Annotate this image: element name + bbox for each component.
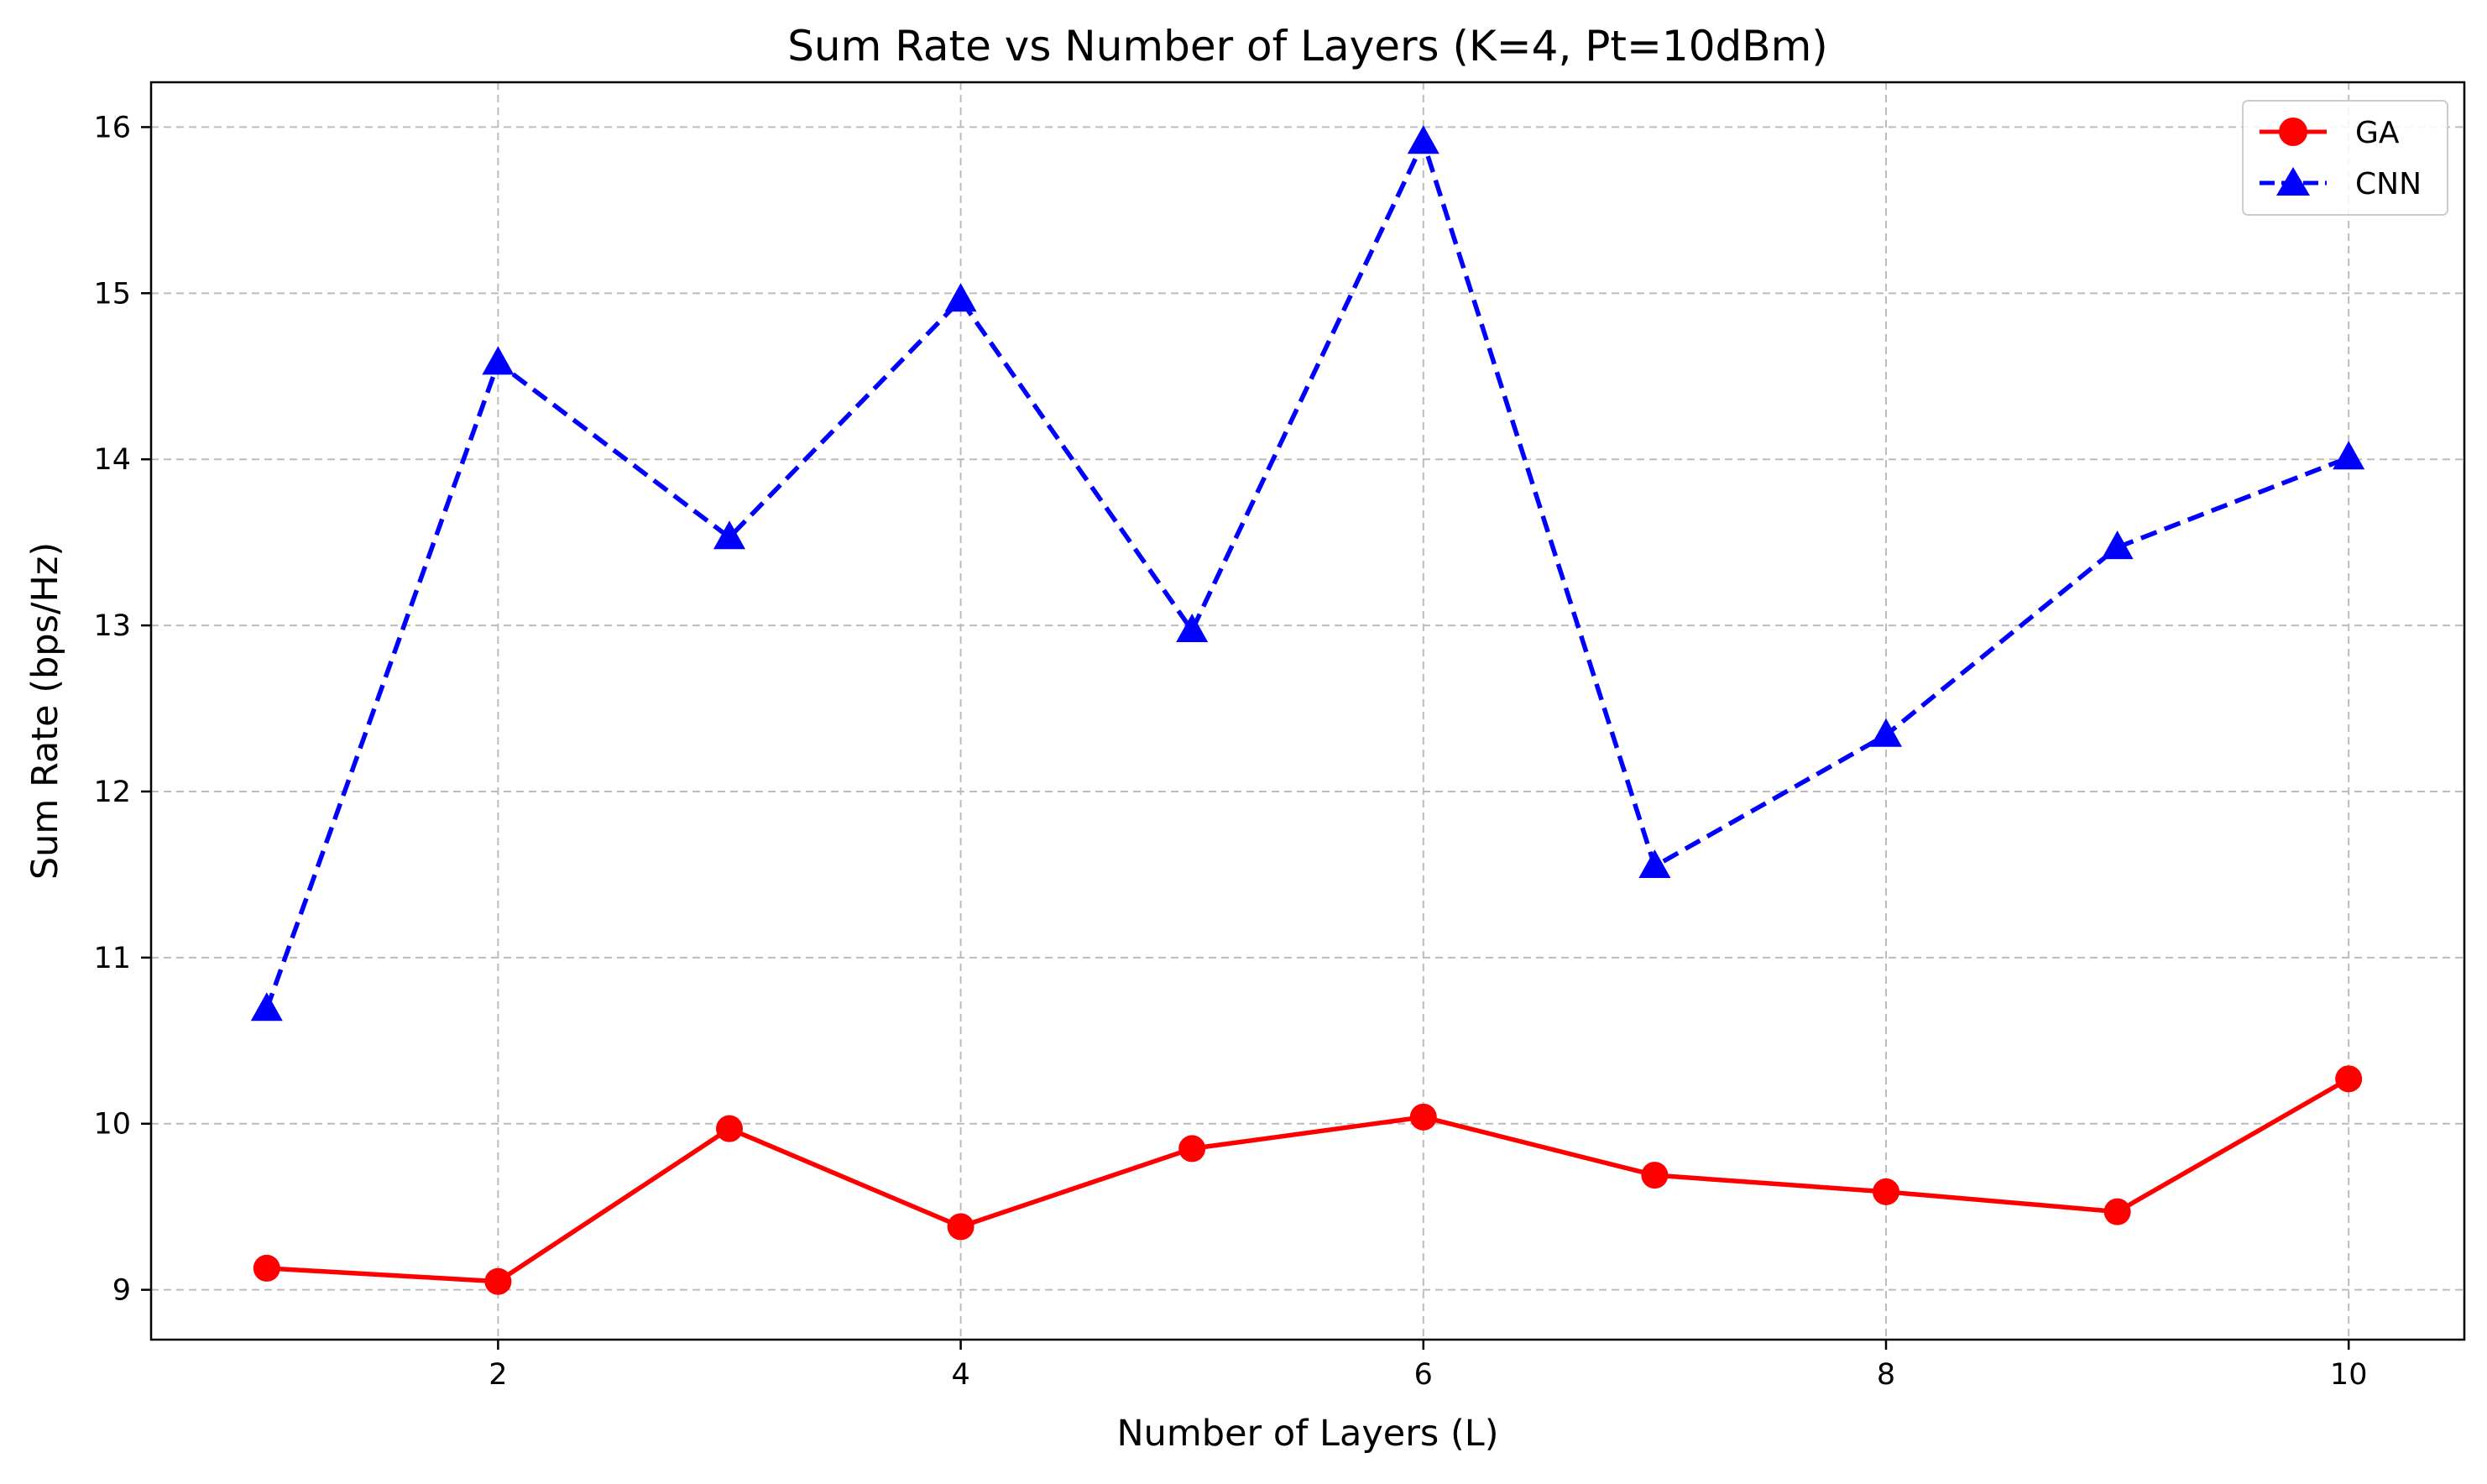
- ga-data-point: [484, 1267, 512, 1295]
- cnn-data-point: [482, 346, 515, 375]
- ga-data-point: [1641, 1162, 1669, 1189]
- cnn-data-point: [1638, 849, 1671, 879]
- legend-ga-label: GA: [2355, 116, 2400, 150]
- cnn-data-point: [713, 520, 745, 550]
- y-axis-label: Sum Rate (bps/Hz): [24, 542, 66, 880]
- x-tick-label: 4: [951, 1358, 969, 1392]
- cnn-data-point: [1176, 614, 1209, 643]
- ga-data-point: [253, 1254, 280, 1282]
- y-tick-label: 15: [93, 277, 131, 311]
- legend-cnn-marker: [2276, 167, 2310, 196]
- cnn-data-point: [250, 992, 283, 1022]
- cnn-data-point: [1870, 718, 1902, 747]
- cnn-data-point: [1407, 125, 1439, 154]
- x-axis-label: Number of Layers (L): [1117, 1413, 1499, 1455]
- cnn-data-point: [2333, 441, 2365, 470]
- ga-series-line: [266, 1076, 2350, 1284]
- x-tick-label: 6: [1414, 1358, 1433, 1392]
- y-tick-label: 13: [93, 609, 131, 643]
- x-tick-label: 10: [2330, 1358, 2368, 1392]
- data-series: [250, 125, 2365, 1295]
- ga-data-point: [2335, 1065, 2363, 1093]
- legend: GA CNN: [2242, 100, 2448, 216]
- ga-data-point: [716, 1115, 743, 1142]
- axis-ticks: 2 4 6 8 10 9 10 11 12 13 14 15 16: [93, 111, 2367, 1392]
- ga-data-point: [2103, 1198, 2131, 1225]
- y-tick-label: 11: [93, 942, 131, 975]
- legend-cnn-label: CNN: [2355, 167, 2422, 201]
- cnn-data-point: [2101, 530, 2134, 560]
- y-tick-label: 14: [93, 443, 131, 477]
- x-tick-label: 2: [489, 1358, 507, 1392]
- ga-data-point: [1409, 1103, 1437, 1131]
- ga-data-point: [1873, 1178, 1899, 1205]
- y-tick-label: 12: [93, 776, 131, 809]
- ga-data-point: [947, 1213, 974, 1241]
- x-tick-label: 8: [1877, 1358, 1895, 1392]
- cnn-series-line: [264, 139, 2350, 1011]
- y-tick-label: 10: [93, 1108, 131, 1142]
- y-tick-label: 9: [112, 1274, 131, 1308]
- chart-title: Sum Rate vs Number of Layers (K=4, Pt=10…: [787, 22, 1828, 71]
- cnn-data-point: [944, 283, 977, 312]
- ga-data-point: [1178, 1135, 1206, 1163]
- y-tick-label: 16: [93, 111, 131, 144]
- legend-ga-marker: [2279, 118, 2307, 146]
- plot-frame: [149, 81, 2466, 1341]
